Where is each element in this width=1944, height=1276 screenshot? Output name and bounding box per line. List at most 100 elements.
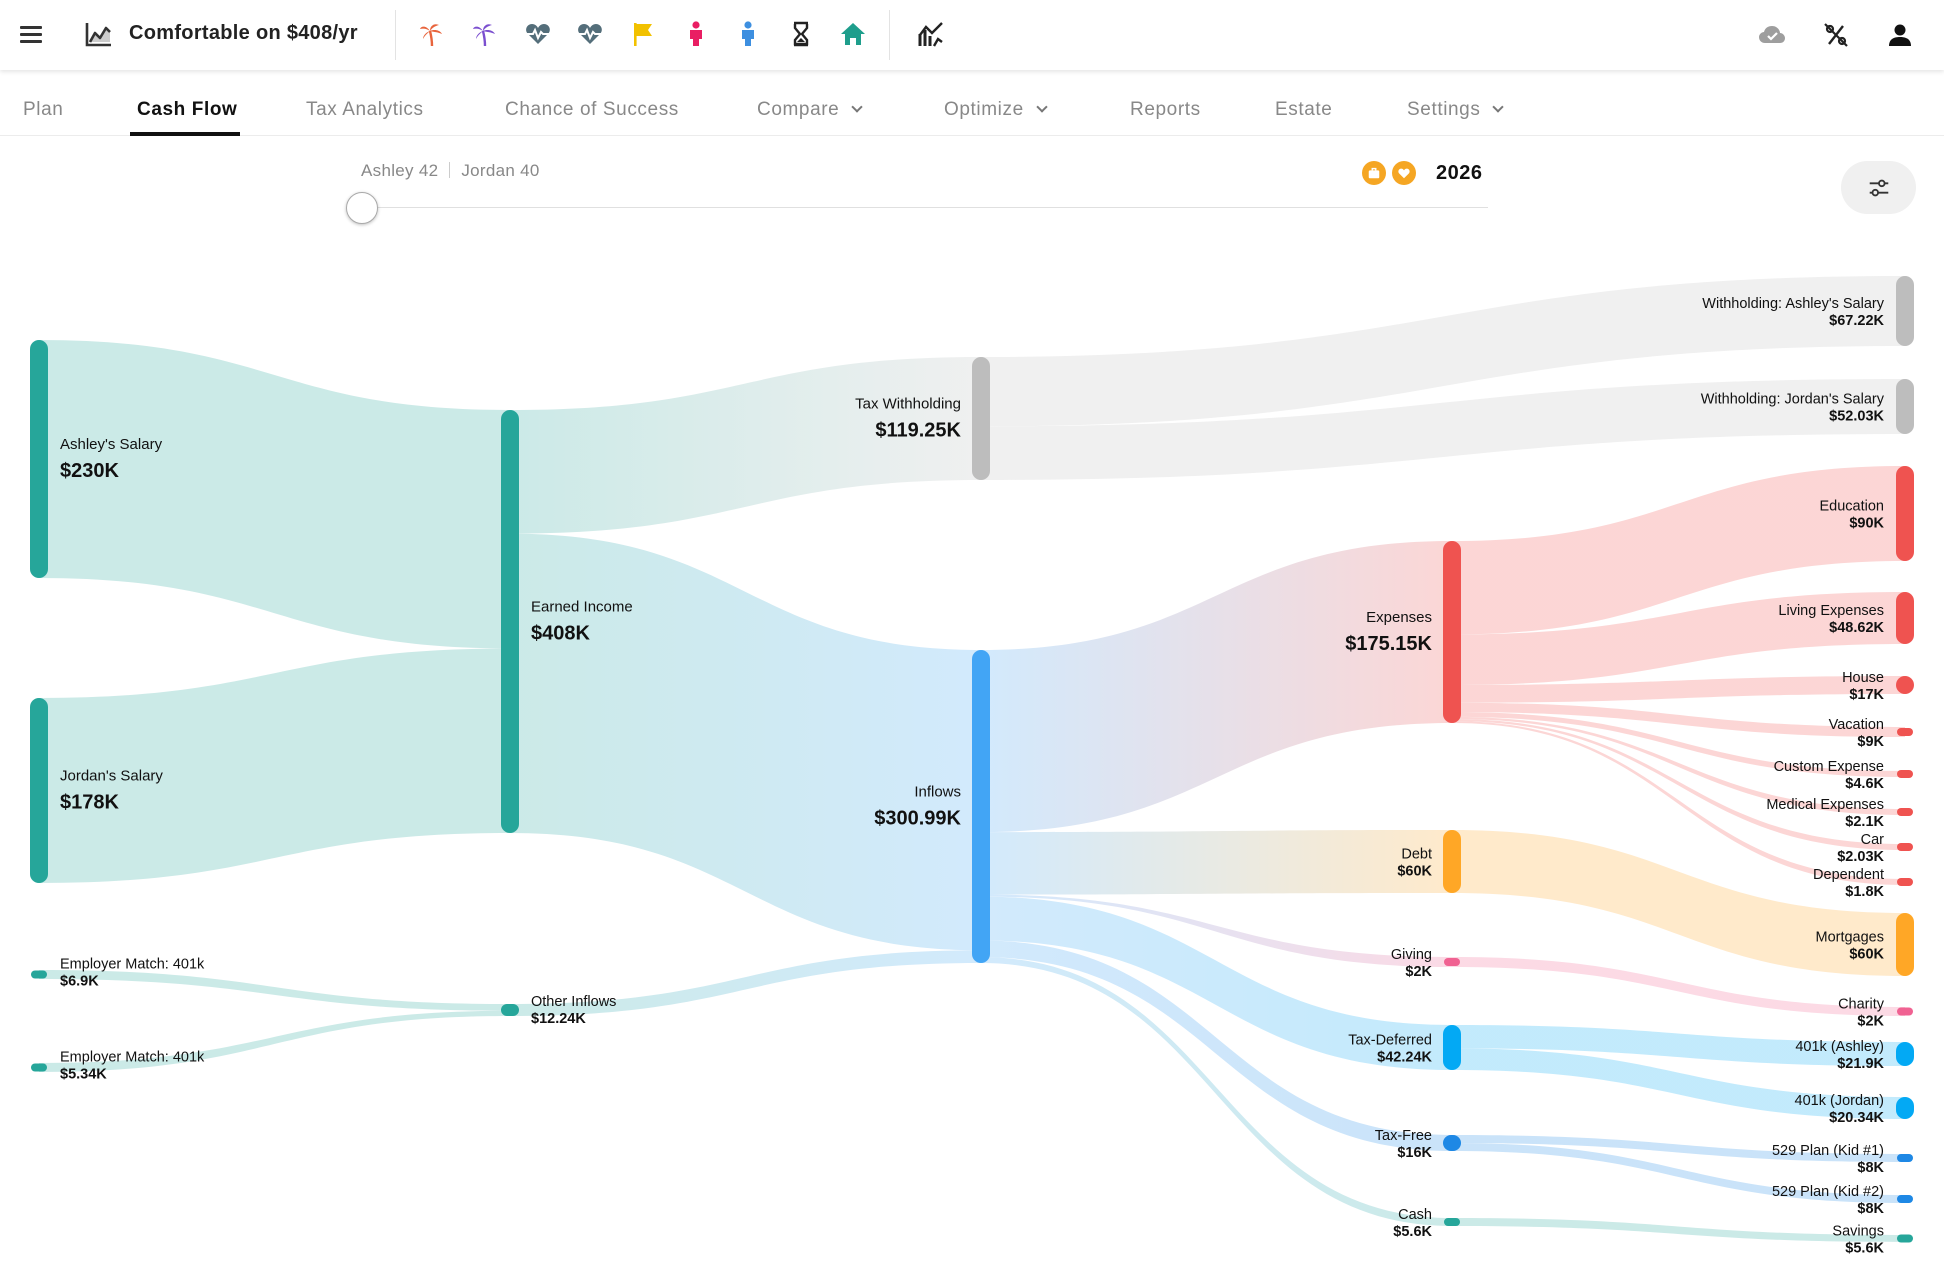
hourglass-icon[interactable]	[784, 17, 818, 51]
sankey-node-name: 529 Plan (Kid #2)	[1772, 1184, 1884, 1200]
flow-debt-to-mortgages[interactable]	[1452, 830, 1905, 976]
menu-icon[interactable]	[18, 21, 46, 49]
sankey-node-value: $9K	[1857, 734, 1884, 750]
person-icon[interactable]	[731, 17, 765, 51]
flow-inflows-to-cash[interactable]	[981, 957, 1452, 1226]
heartbeat-icon[interactable]	[521, 17, 555, 51]
flow-tax_deferred-to-k401_ashley[interactable]	[1452, 1025, 1905, 1066]
sankey-node-name: Dependent	[1813, 867, 1884, 883]
flow-earned_income-to-tax_withholding[interactable]	[510, 357, 981, 534]
sankey-node-value: $2.1K	[1845, 814, 1884, 830]
sankey-node-jordan_salary[interactable]	[30, 698, 48, 883]
flow-tax_withholding-to-wh_jordan[interactable]	[981, 379, 1905, 480]
person-icon[interactable]	[679, 17, 713, 51]
sankey-node-other_inflows[interactable]	[501, 1004, 519, 1016]
flow-tax_deferred-to-k401_jordan[interactable]	[1452, 1048, 1905, 1119]
flow-inflows-to-debt[interactable]	[981, 830, 1452, 895]
cloud-check-icon[interactable]	[1754, 17, 1790, 53]
sankey-node-inflows[interactable]	[972, 650, 990, 963]
sankey-node-wh_ashley[interactable]	[1896, 276, 1914, 346]
sankey-node-value: $8K	[1857, 1201, 1884, 1217]
flow-tax_withholding-to-wh_ashley[interactable]	[981, 276, 1905, 427]
sankey-node-giving[interactable]	[1444, 958, 1460, 966]
heartbeat-icon[interactable]	[573, 17, 607, 51]
sankey-node-k401_ashley[interactable]	[1896, 1042, 1914, 1066]
sankey-node-name: 529 Plan (Kid #1)	[1772, 1143, 1884, 1159]
sankey-node-tax_free[interactable]	[1443, 1135, 1461, 1151]
sankey-node-custom[interactable]	[1897, 770, 1913, 778]
sankey-node-plan529_2[interactable]	[1897, 1195, 1913, 1203]
year-slider-thumb[interactable]	[346, 192, 378, 224]
flow-expenses-to-living[interactable]	[1452, 592, 1905, 686]
plan-title[interactable]: Comfortable on $408/yr	[129, 22, 358, 44]
year-slider-track[interactable]	[360, 207, 1488, 208]
flag-icon[interactable]	[626, 17, 660, 51]
filter-settings-button[interactable]	[1841, 161, 1916, 214]
sankey-node-ashley_salary[interactable]	[30, 340, 48, 578]
flow-expenses-to-dependent[interactable]	[1452, 721, 1905, 885]
flow-earned_income-to-inflows[interactable]	[510, 533, 981, 951]
tab-settings[interactable]: Settings	[1407, 99, 1505, 121]
analytics-icon[interactable]	[914, 17, 948, 51]
flow-ashley_salary-to-earned_income[interactable]	[39, 340, 510, 649]
sankey-node-match_jordan[interactable]	[31, 1063, 47, 1072]
tab-chance-of-success[interactable]: Chance of Success	[505, 99, 679, 120]
account-icon[interactable]	[1882, 17, 1918, 53]
sankey-node-dependent[interactable]	[1897, 878, 1913, 886]
flow-other_inflows-to-inflows[interactable]	[510, 950, 981, 1016]
flow-inflows-to-giving[interactable]	[981, 894, 1452, 967]
sankey-node-house[interactable]	[1896, 676, 1914, 694]
sankey-node-education[interactable]	[1896, 466, 1914, 561]
sankey-node-charity[interactable]	[1897, 1007, 1913, 1016]
sankey-node-medical[interactable]	[1897, 808, 1913, 816]
flow-giving-to-charity[interactable]	[1452, 957, 1905, 1016]
sankey-node-name: Ashley's Salary	[60, 436, 163, 453]
flow-expenses-to-house[interactable]	[1452, 676, 1905, 703]
flow-inflows-to-expenses[interactable]	[981, 541, 1452, 833]
flow-expenses-to-car[interactable]	[1452, 719, 1905, 850]
palm-tree-icon[interactable]	[415, 17, 449, 51]
flow-inflows-to-tax_deferred[interactable]	[981, 896, 1452, 1070]
flow-inflows-to-tax_free[interactable]	[981, 940, 1452, 1151]
sankey-node-car[interactable]	[1897, 843, 1913, 851]
flow-expenses-to-education[interactable]	[1452, 466, 1905, 635]
flow-expenses-to-vacation[interactable]	[1452, 702, 1905, 737]
sankey-node-debt[interactable]	[1443, 830, 1461, 893]
sankey-node-value: $2K	[1405, 964, 1432, 980]
sankey-node-expenses[interactable]	[1443, 541, 1461, 723]
flow-expenses-to-custom[interactable]	[1452, 712, 1905, 777]
sankey-node-earned_income[interactable]	[501, 410, 519, 833]
sankey-node-match_ashley[interactable]	[31, 970, 47, 979]
no-tax-icon[interactable]	[1818, 17, 1854, 53]
tab-reports[interactable]: Reports	[1130, 99, 1201, 120]
tab-compare[interactable]: Compare	[757, 99, 864, 121]
flow-cash-to-savings[interactable]	[1452, 1218, 1905, 1242]
sankey-node-tax_withholding[interactable]	[972, 357, 990, 480]
tab-tax-analytics[interactable]: Tax Analytics	[306, 99, 424, 120]
sankey-node-cash[interactable]	[1444, 1218, 1460, 1226]
heart-icon[interactable]	[1392, 161, 1416, 185]
sankey-node-tax_deferred[interactable]	[1443, 1025, 1461, 1070]
flow-tax_free-to-plan529_2[interactable]	[1452, 1143, 1905, 1203]
sankey-node-vacation[interactable]	[1897, 728, 1913, 736]
briefcase-icon[interactable]	[1362, 161, 1386, 185]
sankey-node-living[interactable]	[1896, 592, 1914, 644]
sankey-node-mortgages[interactable]	[1896, 913, 1914, 976]
sankey-node-wh_jordan[interactable]	[1896, 379, 1914, 434]
tab-plan[interactable]: Plan	[23, 99, 64, 120]
flow-tax_free-to-plan529_1[interactable]	[1452, 1135, 1905, 1162]
current-year: 2026	[1436, 162, 1483, 184]
flow-expenses-to-medical[interactable]	[1452, 716, 1905, 815]
sankey-node-savings[interactable]	[1897, 1234, 1913, 1243]
tab-estate[interactable]: Estate	[1275, 99, 1333, 120]
flow-jordan_salary-to-earned_income[interactable]	[39, 648, 510, 883]
sankey-node-k401_jordan[interactable]	[1896, 1097, 1914, 1119]
palm-tree-icon[interactable]	[468, 17, 502, 51]
flow-match_jordan-to-other_inflows[interactable]	[39, 1010, 510, 1072]
sankey-node-value: $52.03K	[1829, 409, 1884, 425]
tab-cash-flow[interactable]: Cash Flow	[137, 99, 238, 120]
tab-optimize[interactable]: Optimize	[944, 99, 1048, 121]
sankey-node-plan529_1[interactable]	[1897, 1154, 1913, 1162]
home-icon[interactable]	[836, 17, 870, 51]
flow-match_ashley-to-other_inflows[interactable]	[39, 970, 510, 1011]
